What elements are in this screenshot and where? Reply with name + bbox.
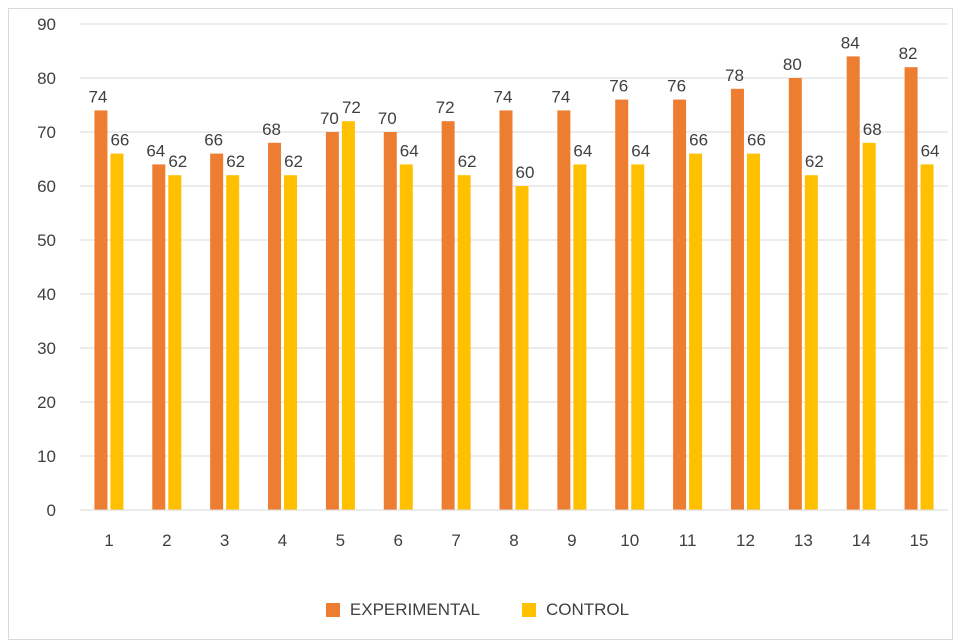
data-label-experimental: 74 [494, 87, 513, 106]
x-tick-label: 14 [852, 531, 871, 550]
x-tick-label: 4 [278, 531, 287, 550]
x-tick-label: 5 [336, 531, 345, 550]
x-tick-label: 9 [567, 531, 576, 550]
y-tick-label: 60 [37, 177, 56, 196]
x-tick-label: 12 [736, 531, 755, 550]
bar-control [920, 164, 934, 510]
bar-control [226, 175, 240, 510]
data-label-control: 72 [342, 98, 361, 117]
bar-experimental [846, 56, 860, 511]
y-tick-label: 50 [37, 231, 56, 250]
bar-control [515, 186, 529, 510]
data-label-control: 64 [921, 141, 940, 160]
bar-control [168, 175, 182, 510]
x-tick-label: 1 [104, 531, 113, 550]
data-label-experimental: 70 [378, 109, 397, 128]
bar-control [284, 175, 298, 510]
bar-experimental [904, 67, 918, 510]
y-tick-label: 10 [37, 447, 56, 466]
data-label-experimental: 68 [262, 120, 281, 139]
data-label-control: 64 [573, 141, 592, 160]
data-label-control: 62 [284, 152, 303, 171]
bar-experimental [325, 132, 339, 510]
bar-control [746, 153, 760, 510]
bar-control [689, 153, 703, 510]
y-tick-label: 20 [37, 393, 56, 412]
bar-control [399, 164, 413, 510]
bar-control [862, 142, 876, 511]
y-tick-label: 40 [37, 285, 56, 304]
bar-experimental [94, 110, 108, 511]
y-tick-label: 30 [37, 339, 56, 358]
data-label-control: 66 [689, 131, 708, 150]
data-label-control: 66 [110, 131, 129, 150]
bar-experimental [673, 99, 687, 510]
x-tick-label: 8 [509, 531, 518, 550]
x-tick-label: 11 [679, 531, 697, 550]
bar-experimental [383, 132, 397, 510]
legend-swatch-experimental [325, 603, 340, 617]
data-label-experimental: 80 [783, 55, 802, 74]
data-label-experimental: 76 [667, 77, 686, 96]
bar-experimental [268, 142, 282, 511]
data-label-control: 62 [226, 152, 245, 171]
bar-control [457, 175, 471, 510]
bar-experimental [152, 164, 166, 510]
x-tick-label: 7 [451, 531, 460, 550]
data-label-experimental: 74 [88, 87, 107, 106]
bar-control [804, 175, 818, 510]
bar-experimental [210, 153, 224, 510]
data-label-control: 64 [400, 141, 419, 160]
bar-experimental [499, 110, 513, 511]
legend-item-control: CONTROL [521, 600, 630, 620]
legend-item-experimental: EXPERIMENTAL [325, 600, 480, 620]
data-label-control: 66 [747, 131, 766, 150]
bar-control [573, 164, 587, 510]
bar-experimental [788, 78, 802, 510]
legend: EXPERIMENTAL CONTROL [0, 598, 955, 622]
data-label-experimental: 72 [436, 98, 455, 117]
data-label-control: 62 [805, 152, 824, 171]
x-tick-label: 2 [162, 531, 171, 550]
legend-label-experimental: EXPERIMENTAL [349, 600, 480, 619]
bar-experimental [615, 99, 629, 510]
data-label-control: 62 [458, 152, 477, 171]
x-tick-label: 10 [620, 531, 639, 550]
data-label-control: 60 [516, 163, 535, 182]
data-label-control: 62 [168, 152, 187, 171]
data-label-experimental: 74 [551, 87, 570, 106]
x-tick-label: 15 [910, 531, 929, 550]
legend-label-control: CONTROL [545, 600, 630, 619]
x-tick-label: 3 [220, 531, 229, 550]
data-label-experimental: 64 [146, 141, 165, 160]
bar-control [631, 164, 645, 510]
data-label-control: 68 [863, 120, 882, 139]
legend-swatch-control [521, 603, 536, 617]
bar-experimental [557, 110, 571, 511]
bar-control [341, 121, 355, 510]
data-label-experimental: 78 [725, 66, 744, 85]
bar-experimental [730, 88, 744, 511]
data-label-experimental: 66 [204, 131, 223, 150]
data-label-experimental: 82 [899, 44, 918, 63]
y-tick-label: 0 [47, 501, 56, 520]
data-label-control: 64 [631, 141, 650, 160]
y-tick-label: 90 [37, 15, 56, 34]
bar-control [110, 153, 124, 510]
data-label-experimental: 84 [841, 33, 860, 52]
y-tick-label: 80 [37, 69, 56, 88]
bar-experimental [441, 121, 455, 510]
y-tick-label: 70 [37, 123, 56, 142]
data-label-experimental: 70 [320, 109, 339, 128]
x-tick-label: 6 [394, 531, 403, 550]
data-label-experimental: 76 [609, 77, 628, 96]
x-tick-label: 13 [794, 531, 813, 550]
